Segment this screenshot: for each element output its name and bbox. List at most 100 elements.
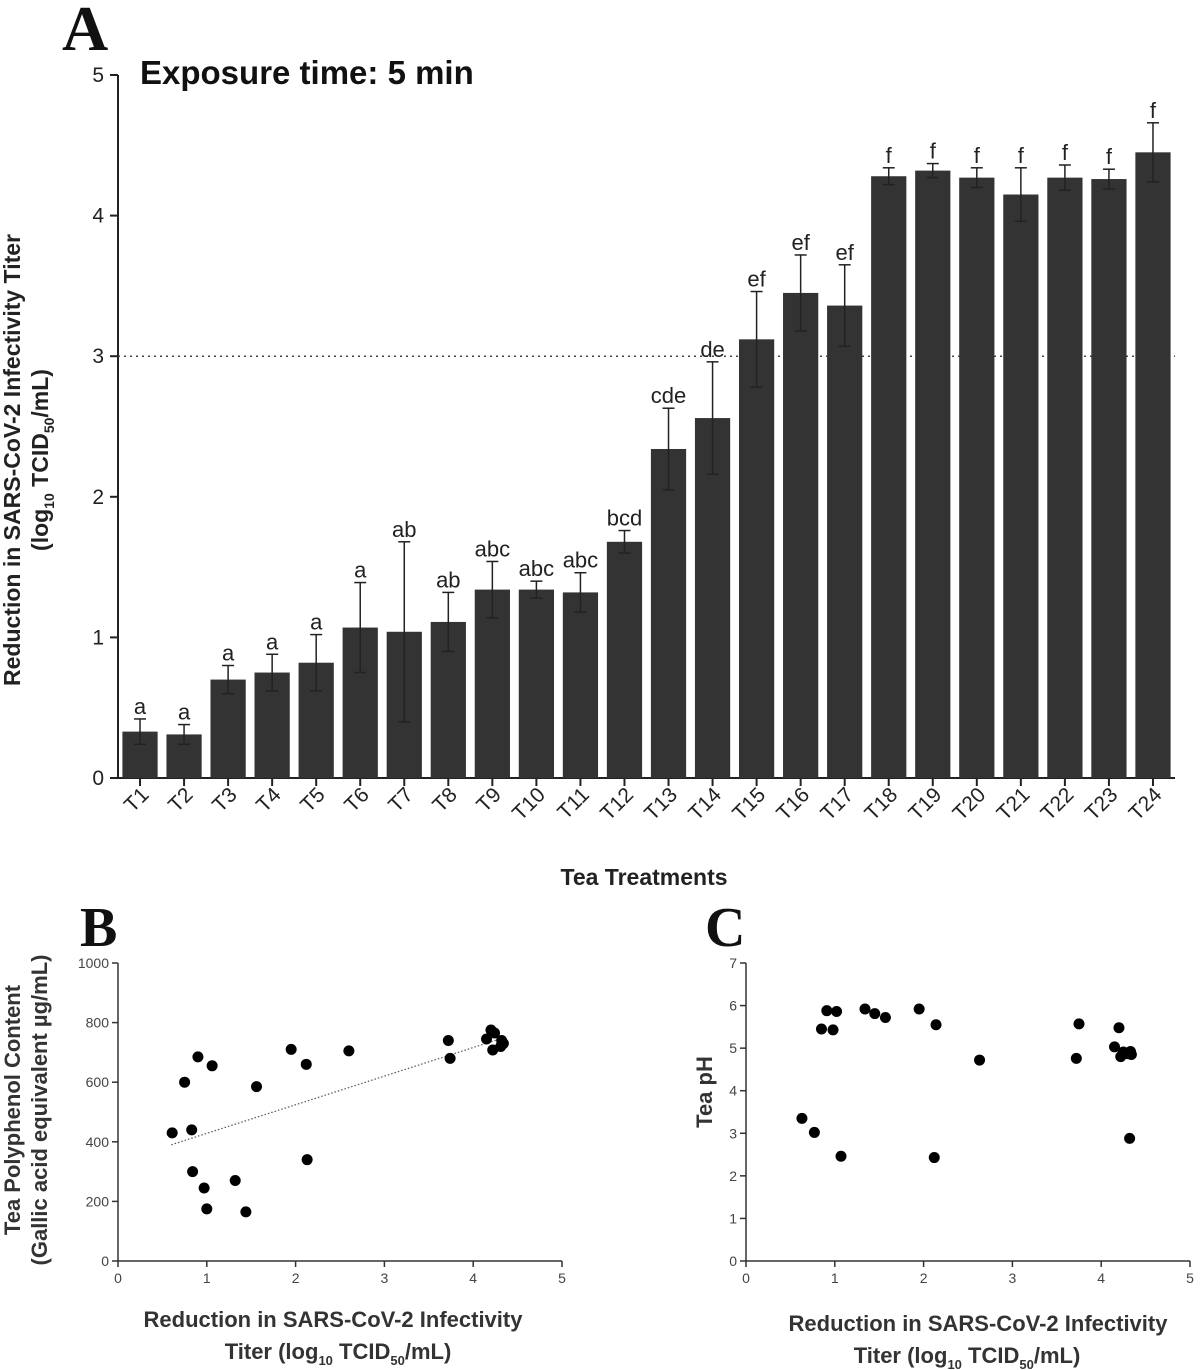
panel-b-letter: B (80, 897, 117, 959)
data-point (444, 1052, 456, 1064)
panel-b: B 0 200 400 600 800 1000 0 1 2 3 4 5 Tea Polyphenol… (0, 897, 566, 1368)
panel-a-y-label-line1: Reduction in SARS-CoV-2 Infectivity Tite… (0, 234, 25, 686)
data-point (179, 1076, 191, 1088)
data-point (930, 1019, 942, 1031)
y-tick-label: 4 (729, 1083, 737, 1099)
data-point (1113, 1022, 1125, 1034)
bar (1135, 152, 1171, 778)
x-tick-label: T24 (1125, 783, 1167, 825)
y-tick-label: 200 (86, 1193, 110, 1209)
data-point (869, 1008, 881, 1020)
x-tick-label: T4 (252, 783, 286, 817)
data-point (1125, 1049, 1137, 1061)
significance-label: ef (836, 240, 855, 265)
data-point (201, 1203, 213, 1215)
significance-label: a (310, 610, 323, 635)
data-point (186, 1124, 198, 1136)
panel-a-y-ticks: 0 1 2 3 4 5 (92, 64, 118, 790)
x-tick-label: 3 (381, 1270, 389, 1286)
y-tick-label: 2 (92, 486, 104, 509)
x-tick-label: T7 (384, 783, 418, 817)
data-point (285, 1043, 297, 1055)
data-point (229, 1175, 241, 1187)
y-tick-label: 5 (92, 64, 104, 87)
data-point (796, 1112, 808, 1124)
y-tick-label: 7 (729, 955, 737, 971)
x-tick-label: 0 (742, 1270, 750, 1286)
significance-label: f (974, 143, 981, 168)
significance-label: f (1062, 140, 1069, 165)
y-tick-label: 1000 (78, 955, 109, 971)
x-tick-label: T17 (816, 783, 858, 825)
data-point (251, 1081, 263, 1093)
bar (518, 589, 555, 778)
x-tick-label: T23 (1081, 783, 1123, 825)
bar (210, 679, 246, 778)
data-point (300, 1058, 312, 1070)
data-point (301, 1154, 313, 1166)
bar (827, 305, 863, 778)
bar (783, 292, 819, 778)
data-point (831, 1006, 843, 1018)
data-point (442, 1034, 454, 1046)
data-point (497, 1037, 509, 1049)
y-tick-label: 0 (92, 767, 104, 790)
panel-a-y-label-line2: (log10 TCID50/mL) (27, 369, 57, 551)
significance-label: f (930, 139, 937, 164)
data-point (815, 1023, 827, 1035)
x-tick-label: 3 (1009, 1270, 1017, 1286)
data-point (240, 1206, 252, 1218)
significance-label: de (700, 337, 724, 362)
panel-b-ticks: 0 200 400 600 800 1000 0 1 2 3 4 5 (78, 955, 566, 1286)
bar (694, 418, 731, 778)
panel-c-ticks: 0 1 2 3 4 5 6 7 0 1 2 3 4 5 (729, 955, 1194, 1286)
y-tick-label: 2 (729, 1168, 737, 1184)
data-point (1070, 1052, 1082, 1064)
significance-label: ef (747, 267, 766, 292)
x-tick-label: 4 (469, 1270, 477, 1286)
significance-label: ab (392, 517, 416, 542)
x-tick-label: T6 (340, 783, 374, 817)
y-tick-label: 0 (729, 1253, 737, 1269)
x-tick-label: 1 (831, 1270, 839, 1286)
x-tick-label: T1 (120, 783, 154, 817)
panel-a-letter: A (62, 0, 108, 64)
trend-line (171, 1036, 505, 1146)
x-tick-label: T9 (472, 783, 506, 817)
significance-label: f (1106, 144, 1113, 169)
x-tick-label: 0 (114, 1270, 122, 1286)
panel-b-x-label-line1: Reduction in SARS-CoV-2 Infectivity (144, 1307, 524, 1332)
x-tick-label: T3 (208, 783, 242, 817)
significance-label: a (354, 558, 367, 583)
data-point (1109, 1041, 1121, 1053)
significance-label: a (134, 694, 147, 719)
y-tick-label: 1 (92, 626, 104, 649)
significance-label: ab (436, 567, 460, 592)
bar (606, 541, 643, 778)
bar (562, 592, 599, 778)
x-tick-label: T18 (860, 783, 902, 825)
y-tick-label: 800 (86, 1015, 110, 1031)
y-tick-label: 3 (92, 345, 104, 368)
x-tick-label: T12 (596, 783, 638, 825)
x-tick-label: T8 (428, 783, 462, 817)
y-tick-label: 600 (86, 1074, 110, 1090)
data-point (198, 1182, 210, 1194)
y-tick-label: 3 (729, 1125, 737, 1141)
x-tick-label: T2 (164, 783, 198, 817)
significance-label: bcd (607, 506, 642, 531)
x-tick-label: T5 (296, 783, 330, 817)
panel-c-x-label-line2: Titer (log10 TCID50/mL) (854, 1343, 1081, 1370)
data-point (489, 1027, 501, 1039)
data-point (1124, 1132, 1136, 1144)
data-point (206, 1060, 218, 1072)
x-tick-label: T13 (640, 783, 682, 825)
bar (915, 170, 951, 778)
x-tick-label: 5 (558, 1270, 566, 1286)
data-point (1073, 1018, 1085, 1030)
bar (474, 589, 510, 778)
significance-label: abc (563, 548, 598, 573)
x-tick-label: T20 (948, 783, 990, 825)
